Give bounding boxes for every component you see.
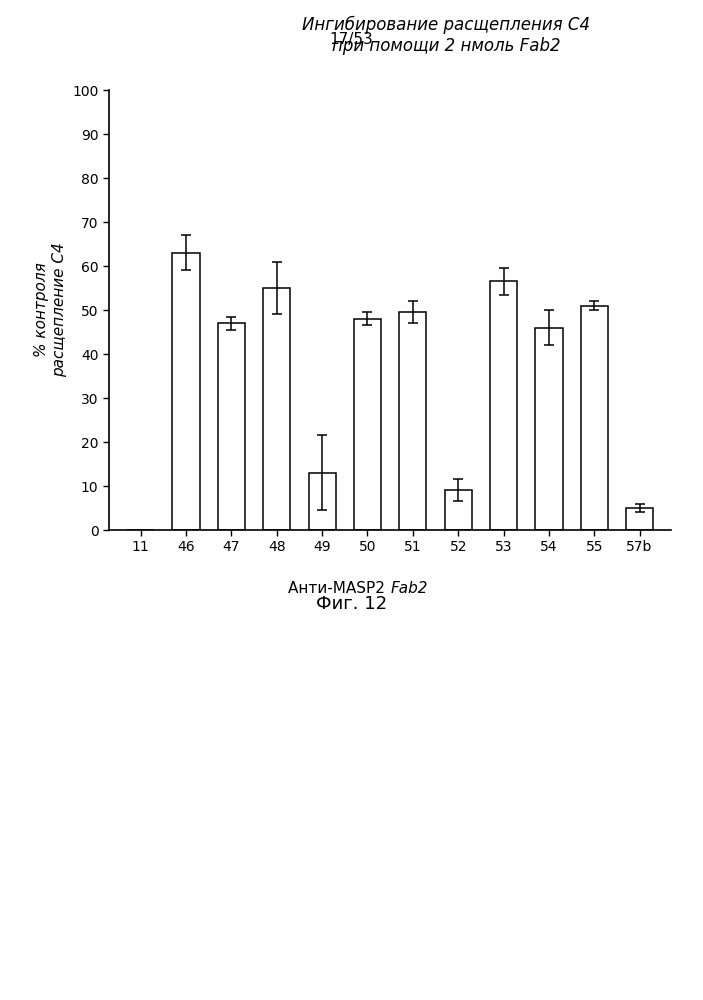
Text: Анти-MASP2: Анти-MASP2	[288, 581, 390, 596]
Text: Ингибирование расщепления С4
при помощи 2 нмоль Fab2: Ингибирование расщепления С4 при помощи …	[302, 16, 591, 55]
Bar	[490, 281, 517, 530]
Bar	[218, 323, 245, 530]
Text: Фиг. 12: Фиг. 12	[316, 595, 387, 613]
Bar	[626, 508, 653, 530]
Y-axis label: % контроля
расщепление С4: % контроля расщепление С4	[34, 243, 67, 377]
Bar	[535, 328, 562, 530]
Text: 17/53: 17/53	[330, 32, 373, 47]
Bar	[309, 473, 336, 530]
Bar	[354, 319, 381, 530]
Text: Fab2: Fab2	[390, 581, 427, 596]
Bar	[263, 288, 290, 530]
Bar	[444, 490, 472, 530]
Bar	[581, 306, 608, 530]
Bar	[172, 253, 200, 530]
Bar	[399, 312, 427, 530]
